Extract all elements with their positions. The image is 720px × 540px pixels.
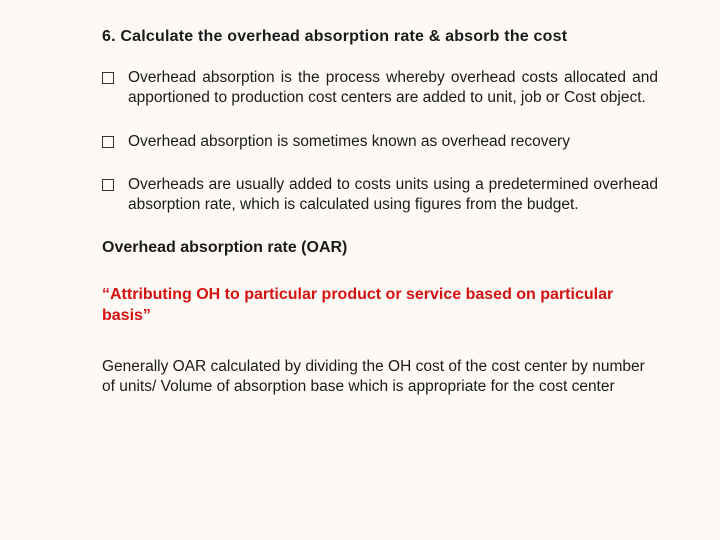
list-item: Overhead absorption is sometimes known a… [102,132,658,152]
subheading: Overhead absorption rate (OAR) [102,239,658,257]
list-item: Overhead absorption is the process where… [102,68,658,108]
list-item: Overheads are usually added to costs uni… [102,175,658,215]
slide-title: 6. Calculate the overhead absorption rat… [102,28,658,46]
paragraph: Generally OAR calculated by dividing the… [102,357,658,397]
slide-content: 6. Calculate the overhead absorption rat… [0,0,720,417]
quote-text: “Attributing OH to particular product or… [102,285,658,327]
bullet-list: Overhead absorption is the process where… [102,68,658,215]
